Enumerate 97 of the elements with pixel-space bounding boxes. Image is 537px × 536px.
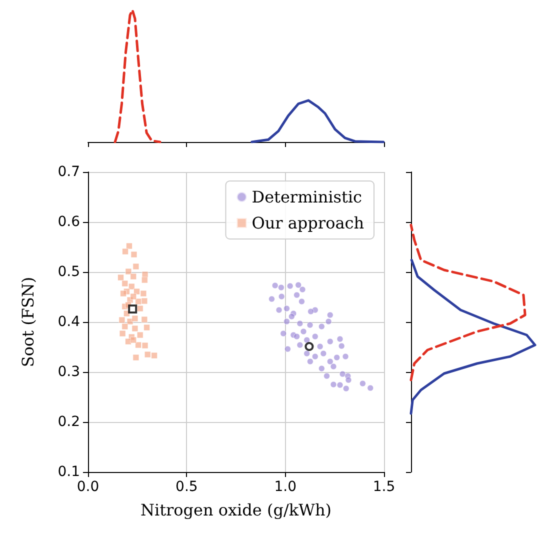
point (119, 330, 126, 337)
point (296, 342, 304, 348)
point (144, 324, 150, 331)
point (296, 320, 304, 327)
point (128, 283, 135, 290)
point (141, 298, 148, 304)
point (326, 312, 334, 318)
point (118, 274, 124, 281)
y-tick-label: 0.5 (58, 264, 80, 280)
point (284, 346, 291, 352)
x-axis-title: Nitrogen oxide (g/kWh) (140, 500, 332, 520)
point (136, 332, 144, 338)
point (306, 322, 314, 328)
point (141, 316, 148, 323)
point (312, 333, 318, 340)
point (304, 350, 310, 357)
point (141, 276, 148, 284)
point (122, 280, 128, 287)
point (132, 315, 138, 322)
x-tick-label: 0.5 (176, 479, 198, 495)
point (308, 308, 314, 315)
y-tick-label: 0.1 (58, 464, 80, 480)
point (338, 342, 345, 350)
point (334, 354, 340, 361)
point (345, 376, 352, 384)
point (122, 248, 129, 255)
point (130, 251, 138, 258)
point (130, 293, 137, 300)
point (339, 370, 346, 378)
point (118, 316, 126, 324)
point (336, 382, 344, 388)
legend-label: Our approach (252, 214, 364, 232)
y-tick-label: 0.6 (58, 214, 80, 230)
point (126, 242, 132, 250)
point (151, 352, 158, 359)
point (295, 282, 302, 288)
point (342, 353, 349, 360)
y-tick-label: 0.7 (58, 164, 80, 180)
point (283, 318, 290, 325)
point (120, 290, 127, 297)
point (136, 305, 144, 312)
point (130, 273, 137, 280)
point (330, 363, 337, 370)
point (326, 338, 334, 345)
point (128, 304, 138, 314)
x-tick-label: 1.5 (372, 479, 396, 495)
legend-label: Deterministic (252, 188, 362, 206)
point (144, 351, 151, 358)
point (133, 288, 140, 295)
point (359, 380, 366, 387)
point (325, 318, 332, 325)
point (304, 336, 310, 344)
point (342, 385, 350, 392)
point (320, 350, 327, 357)
point (318, 365, 325, 372)
point (294, 292, 300, 298)
point (300, 328, 307, 335)
point (336, 336, 344, 342)
point (126, 318, 134, 325)
point (132, 354, 140, 361)
x-tick-label: 1.0 (274, 479, 296, 495)
point (130, 336, 137, 344)
point (278, 284, 284, 291)
point (125, 268, 132, 275)
y-tick-label: 0.4 (58, 314, 80, 330)
point (312, 353, 318, 360)
point (122, 323, 128, 330)
point (268, 296, 275, 302)
y-tick-label: 0.3 (58, 364, 80, 380)
point (316, 343, 324, 350)
y-tick-label: 0.2 (58, 414, 80, 430)
point (272, 282, 278, 289)
point (326, 358, 334, 365)
point (294, 333, 300, 340)
point (280, 330, 287, 337)
point (298, 298, 305, 305)
point (330, 381, 337, 388)
point (318, 323, 325, 330)
x-tick-label: 0.0 (76, 479, 100, 495)
point (132, 325, 138, 332)
y-axis-title: Soot (FSN) (18, 276, 38, 368)
point (299, 286, 306, 293)
point (140, 290, 147, 297)
point (135, 342, 142, 348)
point (278, 293, 285, 300)
point (142, 342, 148, 349)
point (135, 298, 142, 305)
point (283, 305, 290, 312)
point (367, 384, 374, 392)
point (142, 271, 148, 278)
point (306, 358, 314, 365)
point (286, 282, 294, 290)
point (324, 372, 330, 380)
point (132, 263, 140, 270)
point (276, 306, 282, 314)
point (288, 313, 295, 320)
point (304, 342, 314, 351)
